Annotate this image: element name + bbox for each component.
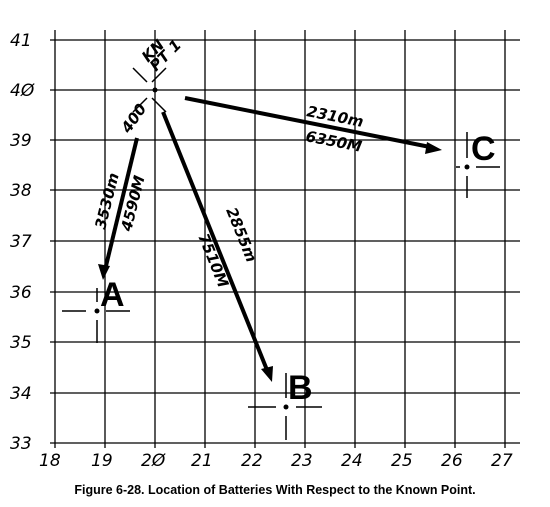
arrow-a-shaft: [103, 137, 139, 271]
arrow-c-shaft: [184, 96, 431, 149]
grid-lines: [50, 30, 520, 448]
arrow-to-c: [184, 96, 442, 154]
arrow-a-head: [98, 264, 110, 280]
x-tick-label: 23: [291, 451, 313, 471]
x-tick-label: 21: [191, 451, 213, 471]
arrow-b-head: [261, 366, 273, 382]
y-tick-label: 37: [10, 232, 32, 252]
x-tick-label: 25: [391, 451, 413, 471]
arrow-b-shaft: [161, 111, 269, 371]
y-tick-label: 33: [10, 434, 32, 454]
arrow-to-a: [98, 137, 139, 280]
x-tick-label: 27: [491, 451, 513, 471]
battery-a-symbol: [62, 288, 130, 343]
battery-c-symbol: [456, 132, 500, 198]
x-tick-labels: 18 19 2Ø 21 22 23 24 25 26 27: [39, 451, 513, 471]
known-point-symbol: [132, 67, 167, 113]
battery-c-dot: [464, 164, 470, 170]
y-tick-label: 35: [10, 333, 32, 353]
y-tick-label: 39: [10, 131, 32, 151]
x-tick-label: 19: [91, 451, 113, 471]
y-tick-label: 4Ø: [10, 81, 35, 101]
battery-b-label: B: [288, 369, 313, 407]
y-tick-label: 36: [10, 283, 32, 303]
x-tick-label: 26: [441, 451, 463, 471]
known-point-tick: [132, 67, 148, 83]
figure-caption: Figure 6-28. Location of Batteries With …: [74, 483, 476, 497]
arrow-to-b: [161, 111, 273, 382]
arrow-c-head: [425, 142, 442, 154]
battery-a-dot: [94, 308, 100, 314]
x-tick-label: 18: [39, 451, 61, 471]
x-tick-label: 2Ø: [141, 451, 166, 471]
y-tick-label: 38: [10, 181, 32, 201]
known-point-dot: [152, 87, 158, 93]
battery-b-azimuth: 7510M: [194, 231, 232, 290]
known-point-tick: [151, 67, 167, 83]
y-tick-label: 34: [10, 384, 32, 404]
battery-c-label: C: [471, 130, 496, 168]
known-point-tick: [132, 97, 148, 113]
y-tick-label: 41: [10, 31, 32, 51]
battery-b-dot: [283, 404, 289, 410]
x-tick-label: 22: [241, 451, 263, 471]
known-point-tick: [151, 97, 167, 113]
battery-a-label: A: [100, 276, 125, 314]
battery-b-symbol: [248, 373, 322, 440]
y-tick-labels: 41 4Ø 39 38 37 36 35 34 33: [10, 31, 35, 454]
known-point-altitude: 400: [117, 100, 150, 137]
x-tick-label: 24: [341, 451, 363, 471]
